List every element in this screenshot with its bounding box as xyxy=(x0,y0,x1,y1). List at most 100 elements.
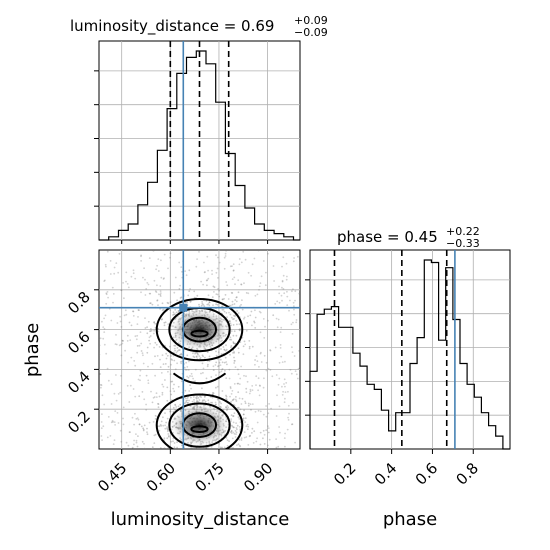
scatter-point xyxy=(219,405,222,408)
scatter-point xyxy=(185,463,187,465)
scatter-point xyxy=(223,446,226,449)
scatter-point xyxy=(240,365,243,368)
scatter-point xyxy=(267,412,270,415)
scatter-point xyxy=(174,309,177,311)
scatter-point xyxy=(103,331,106,333)
scatter-point xyxy=(159,293,162,296)
scatter-point xyxy=(196,467,198,469)
scatter-point xyxy=(170,358,173,361)
scatter-point xyxy=(162,278,165,280)
scatter-point xyxy=(201,387,203,390)
scatter-point xyxy=(213,286,216,289)
scatter-point xyxy=(238,444,241,447)
scatter-point xyxy=(259,443,262,446)
scatter-point xyxy=(240,437,243,439)
scatter-point xyxy=(264,284,267,287)
scatter-point xyxy=(254,309,256,312)
scatter-point xyxy=(200,465,202,467)
scatter-point xyxy=(170,380,173,383)
scatter-point xyxy=(225,350,227,352)
scatter-point xyxy=(122,340,124,342)
scatter-point xyxy=(140,425,143,428)
scatter-point xyxy=(215,354,218,357)
scatter-point xyxy=(151,448,154,449)
scatter-point xyxy=(104,314,107,317)
scatter-point xyxy=(226,444,229,447)
scatter-point xyxy=(101,320,103,323)
scatter-point xyxy=(231,425,234,428)
scatter-point xyxy=(156,299,159,302)
scatter-point xyxy=(134,412,136,415)
scatter-point xyxy=(294,299,296,302)
scatter-point xyxy=(215,403,217,406)
scatter-point xyxy=(242,345,245,348)
scatter-point xyxy=(196,454,198,456)
scatter-point xyxy=(235,319,238,322)
scatter-point xyxy=(232,263,235,266)
scatter-point xyxy=(259,410,262,413)
scatter-point xyxy=(110,421,113,424)
scatter-point xyxy=(240,283,243,286)
scatter-point xyxy=(157,327,160,330)
scatter-point xyxy=(122,282,124,284)
scatter-point xyxy=(147,365,149,368)
scatter-point xyxy=(112,443,115,445)
scatter-point xyxy=(240,403,243,405)
scatter-point xyxy=(204,395,206,398)
scatter-point xyxy=(279,431,281,434)
scatter-point xyxy=(120,343,122,346)
contour-line xyxy=(190,425,209,434)
scatter-point xyxy=(133,360,136,362)
scatter-point xyxy=(210,445,213,448)
scatter-point xyxy=(100,384,103,387)
scatter-point xyxy=(153,329,156,332)
scatter-point xyxy=(260,351,262,354)
scatter-point xyxy=(230,291,233,294)
scatter-point xyxy=(246,322,249,324)
scatter-point xyxy=(250,274,253,277)
scatter-point xyxy=(243,282,245,285)
scatter-point xyxy=(279,347,282,349)
scatter-point xyxy=(176,299,179,302)
scatter-point xyxy=(251,345,254,348)
scatter-point xyxy=(212,285,215,288)
y-tick-label: 0.2 xyxy=(64,407,94,437)
scatter-point xyxy=(188,399,190,402)
scatter-point xyxy=(157,304,159,306)
scatter-point xyxy=(263,443,266,445)
scatter-point xyxy=(106,367,109,370)
scatter-point xyxy=(248,435,251,438)
scatter-point xyxy=(112,421,114,423)
scatter-point xyxy=(149,292,152,295)
scatter-point xyxy=(166,386,169,389)
scatter-point xyxy=(226,409,228,411)
scatter-point xyxy=(265,369,268,372)
scatter-point xyxy=(146,427,148,430)
scatter-point xyxy=(238,426,241,428)
scatter-point xyxy=(140,350,143,352)
scatter-point xyxy=(232,421,235,424)
scatter-point xyxy=(194,380,197,383)
scatter-point xyxy=(291,423,294,426)
scatter-point xyxy=(286,275,288,278)
scatter-point xyxy=(196,294,199,297)
scatter-point xyxy=(120,354,123,357)
scatter-point xyxy=(212,392,215,395)
scatter-point xyxy=(204,400,207,403)
scatter-point xyxy=(159,366,162,368)
scatter-point xyxy=(179,403,182,406)
truth-marker xyxy=(179,303,188,312)
scatter-point xyxy=(230,346,232,349)
scatter-point xyxy=(153,321,156,324)
scatter-point xyxy=(235,422,238,424)
scatter-point xyxy=(284,391,287,393)
scatter-point xyxy=(294,370,297,372)
scatter-point xyxy=(295,373,298,376)
scatter-point xyxy=(186,366,189,368)
scatter-point xyxy=(242,417,245,420)
scatter-point xyxy=(223,310,226,313)
scatter-point xyxy=(207,277,210,280)
scatter-point xyxy=(187,402,189,404)
scatter-point xyxy=(231,390,234,392)
scatter-point xyxy=(259,282,262,284)
